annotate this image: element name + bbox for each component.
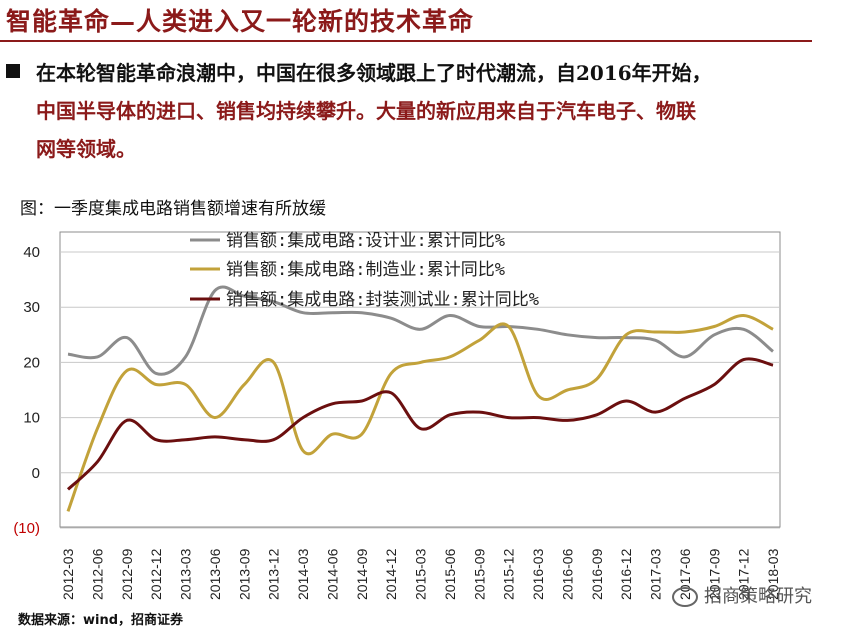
x-tick-label: 2013-03 bbox=[178, 548, 194, 600]
x-tick-label: 2014-09 bbox=[354, 548, 370, 600]
x-tick-label: 2012-09 bbox=[119, 548, 135, 600]
y-tick-label: 0 bbox=[32, 465, 40, 482]
x-tick-label: 2013-06 bbox=[207, 548, 223, 600]
y-tick-label: 30 bbox=[23, 299, 40, 316]
y-tick-label: 10 bbox=[23, 410, 40, 427]
x-tick-label: 2014-03 bbox=[295, 548, 311, 600]
x-tick-label: 2014-12 bbox=[383, 548, 399, 600]
summary-line-3: 网等领域。 bbox=[36, 137, 136, 161]
summary-line-2: 中国半导体的进口、销售均持续攀升。大量的新应用来自于汽车电子、物联 bbox=[36, 99, 696, 123]
x-tick-label: 2013-12 bbox=[266, 548, 282, 600]
legend-label: 销售额:集成电路:封装测试业:累计同比% bbox=[226, 290, 539, 310]
x-tick-label: 2018-03 bbox=[765, 548, 781, 600]
page-title: 智能革命—人类进入又一轮新的技术革命 bbox=[6, 7, 475, 36]
x-tick-label: 2017-03 bbox=[648, 548, 664, 600]
y-tick-label: 20 bbox=[23, 354, 40, 371]
x-tick-label: 2017-12 bbox=[736, 548, 752, 600]
legend-label: 销售额:集成电路:制造业:累计同比% bbox=[226, 260, 505, 280]
series-line-packaging-testing bbox=[66, 357, 774, 491]
x-tick-label: 2017-09 bbox=[706, 548, 722, 600]
x-tick-label: 2015-09 bbox=[471, 548, 487, 600]
x-tick-label: 2015-03 bbox=[413, 548, 429, 600]
x-tick-label: 2015-12 bbox=[501, 548, 517, 600]
legend-label: 销售额:集成电路:设计业:累计同比% bbox=[226, 231, 505, 251]
plot-frame bbox=[59, 231, 781, 528]
x-tick-label: 2012-12 bbox=[148, 548, 164, 600]
x-tick-label: 2012-03 bbox=[60, 548, 76, 600]
figure-title: 图：一季度集成电路销售额增速有所放缓 bbox=[20, 199, 326, 219]
summary-paragraph: 在本轮智能革命浪潮中，中国在很多领域跟上了时代潮流，自2016年开始， 中国半导… bbox=[36, 54, 836, 168]
x-tick-label: 2016-09 bbox=[589, 548, 605, 600]
series-line-manufacturing bbox=[66, 314, 774, 512]
watermark: 招商策略研究 bbox=[672, 582, 812, 608]
y-tick-label: 40 bbox=[23, 244, 40, 261]
x-tick-label: 2012-06 bbox=[89, 548, 105, 600]
x-tick-label: 2016-06 bbox=[559, 548, 575, 600]
x-tick-label: 2014-06 bbox=[324, 548, 340, 600]
y-tick-label: (10) bbox=[13, 520, 40, 537]
summary-line-1: 在本轮智能革命浪潮中，中国在很多领域跟上了时代潮流，自2016年开始， bbox=[36, 61, 712, 85]
wechat-icon bbox=[672, 587, 698, 607]
x-tick-label: 2015-06 bbox=[442, 548, 458, 600]
bullet-square-icon bbox=[6, 64, 20, 78]
x-tick-label: 2013-09 bbox=[236, 548, 252, 600]
watermark-text: 招商策略研究 bbox=[704, 586, 812, 607]
x-tick-label: 2016-12 bbox=[618, 548, 634, 600]
data-source: 数据来源：wind，招商证券 bbox=[18, 613, 184, 628]
x-tick-label: 2016-03 bbox=[530, 548, 546, 600]
title-divider bbox=[0, 40, 812, 42]
series-line-design bbox=[67, 285, 774, 376]
